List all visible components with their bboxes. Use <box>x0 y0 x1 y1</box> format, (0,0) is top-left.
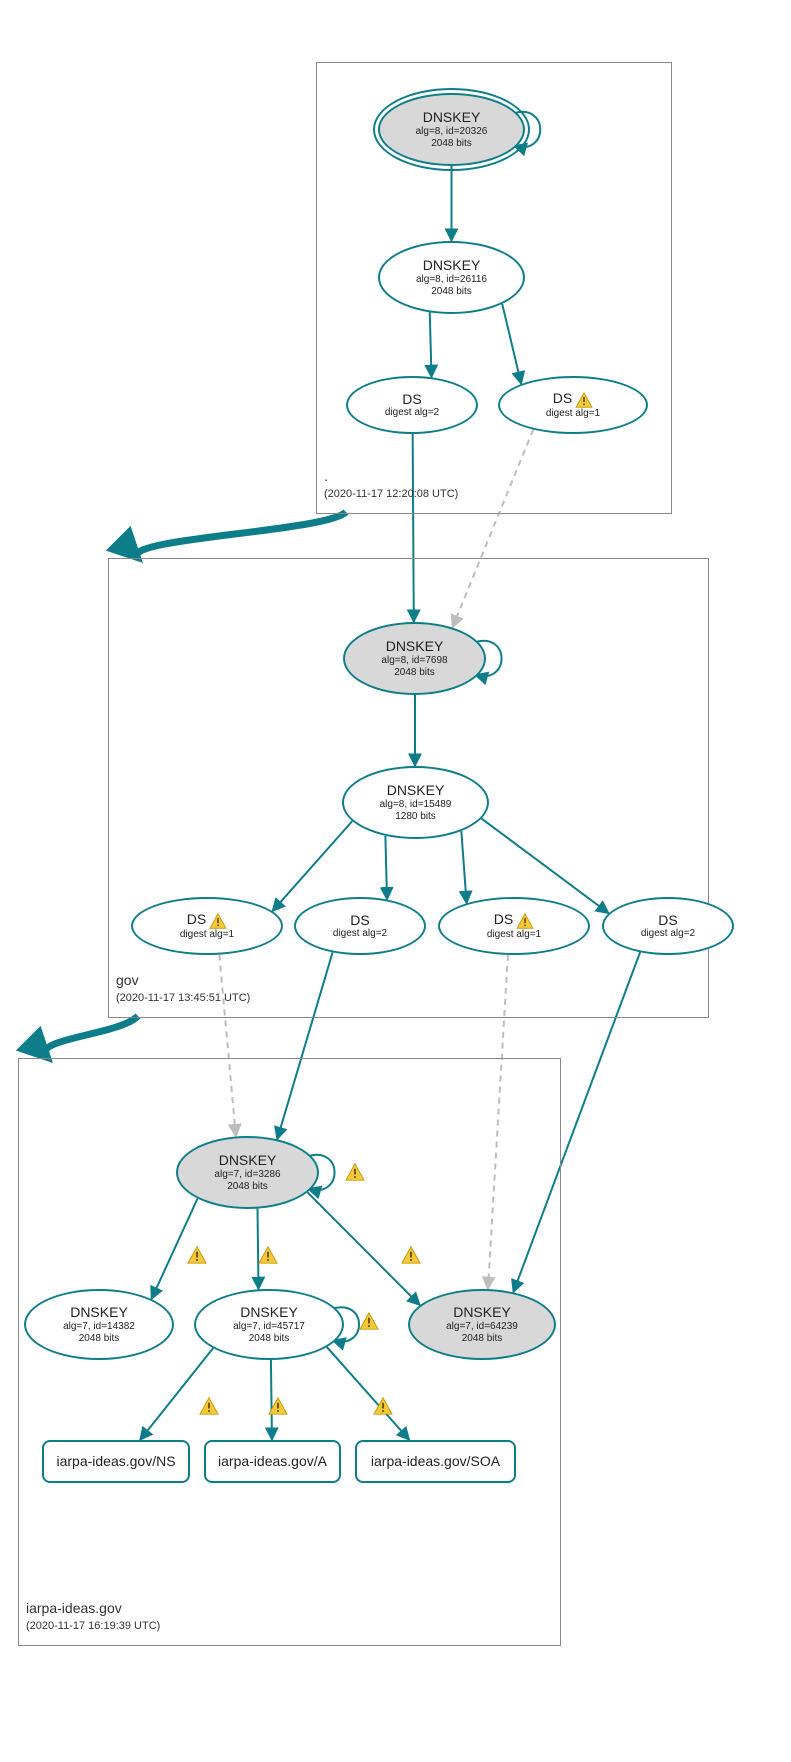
warning-icon <box>209 913 227 929</box>
node-iarpa_dnskey_45717-title: DNSKEY <box>240 1304 298 1321</box>
node-root_dnskey_26116-line3: 2048 bits <box>431 286 472 298</box>
node-gov_dnskey_15489-line2: alg=8, id=15489 <box>380 799 452 811</box>
node-gov_ds_b1-title: DS <box>494 911 534 928</box>
node-iarpa_dnskey_14382-title: DNSKEY <box>70 1304 128 1321</box>
node-root_dnskey_26116: DNSKEYalg=8, id=261162048 bits <box>378 241 525 314</box>
zone-gov-timestamp: (2020-11-17 13:45:51 UTC) <box>116 992 250 1004</box>
node-gov_ds_a1: DS digest alg=1 <box>131 897 283 955</box>
node-root_ds_2-line2: digest alg=2 <box>385 407 439 419</box>
node-gov_ds_b2: DSdigest alg=2 <box>602 897 734 955</box>
node-record_a-title: iarpa-ideas.gov/A <box>218 1453 327 1470</box>
warning-icon <box>516 913 534 929</box>
zone-iarpa-timestamp: (2020-11-17 16:19:39 UTC) <box>26 1620 160 1632</box>
node-iarpa_dnskey_64239-line2: alg=7, id=64239 <box>446 1321 518 1333</box>
zone-gov-label: gov <box>116 972 139 988</box>
node-root_dnskey_26116-title: DNSKEY <box>423 257 481 274</box>
node-root_dnskey_20326-title: DNSKEY <box>423 109 481 126</box>
node-record_soa: iarpa-ideas.gov/SOA <box>355 1440 516 1483</box>
node-iarpa_dnskey_64239: DNSKEYalg=7, id=642392048 bits <box>408 1289 556 1360</box>
warning-icon <box>345 1163 365 1181</box>
node-gov_dnskey_7698-title: DNSKEY <box>386 638 444 655</box>
node-iarpa_dnskey_3286-line3: 2048 bits <box>227 1181 268 1193</box>
node-iarpa_dnskey_3286: DNSKEYalg=7, id=32862048 bits <box>176 1136 319 1209</box>
node-record_ns: iarpa-ideas.gov/NS <box>42 1440 190 1483</box>
node-gov_ds_a1-title: DS <box>187 911 227 928</box>
node-gov_ds_b1: DS digest alg=1 <box>438 897 590 955</box>
node-gov_ds_a1-line2: digest alg=1 <box>180 929 234 941</box>
node-gov_ds_a2-line2: digest alg=2 <box>333 928 387 940</box>
warning-icon <box>401 1246 421 1264</box>
node-iarpa_dnskey_64239-line3: 2048 bits <box>462 1333 503 1345</box>
node-gov_dnskey_15489: DNSKEYalg=8, id=154891280 bits <box>342 766 489 839</box>
warning-icon <box>187 1246 207 1264</box>
node-root_dnskey_20326-line3: 2048 bits <box>431 138 472 150</box>
node-iarpa_dnskey_45717-line3: 2048 bits <box>249 1333 290 1345</box>
zone-arrow-gov-iarpa <box>45 1016 138 1058</box>
node-gov_dnskey_15489-title: DNSKEY <box>387 782 445 799</box>
warning-icon <box>258 1246 278 1264</box>
node-root_ds_2-title: DS <box>402 391 421 408</box>
warning-icon <box>359 1312 379 1330</box>
node-record_ns-title: iarpa-ideas.gov/NS <box>56 1453 175 1470</box>
node-iarpa_dnskey_3286-title: DNSKEY <box>219 1152 277 1169</box>
node-root_ds_1-title: DS <box>553 390 593 407</box>
node-gov_dnskey_7698-line3: 2048 bits <box>394 667 435 679</box>
node-root_ds_2: DSdigest alg=2 <box>346 376 478 434</box>
zone-arrow-root-gov <box>137 512 346 558</box>
node-iarpa_dnskey_3286-line2: alg=7, id=3286 <box>214 1169 280 1181</box>
node-iarpa_dnskey_14382-line3: 2048 bits <box>79 1333 120 1345</box>
zone-iarpa-label: iarpa-ideas.gov <box>26 1600 122 1616</box>
node-root_dnskey_20326-line2: alg=8, id=20326 <box>416 126 488 138</box>
node-iarpa_dnskey_64239-title: DNSKEY <box>453 1304 511 1321</box>
node-record_a: iarpa-ideas.gov/A <box>204 1440 341 1483</box>
node-iarpa_dnskey_14382: DNSKEYalg=7, id=143822048 bits <box>24 1289 174 1360</box>
node-gov_ds_b1-line2: digest alg=1 <box>487 929 541 941</box>
warning-icon <box>575 392 593 408</box>
node-iarpa_dnskey_14382-line2: alg=7, id=14382 <box>63 1321 135 1333</box>
warning-icon <box>199 1397 219 1415</box>
warning-icon <box>373 1397 393 1415</box>
node-gov_dnskey_7698: DNSKEYalg=8, id=76982048 bits <box>343 622 486 695</box>
node-root_ds_1: DS digest alg=1 <box>498 376 648 434</box>
zone-root-label: . <box>324 468 328 484</box>
node-gov_ds_a2-title: DS <box>350 912 369 929</box>
node-gov_dnskey_15489-line3: 1280 bits <box>395 811 436 823</box>
node-root_dnskey_26116-line2: alg=8, id=26116 <box>416 274 487 286</box>
node-gov_dnskey_7698-line2: alg=8, id=7698 <box>381 655 447 667</box>
node-root_dnskey_20326: DNSKEYalg=8, id=203262048 bits <box>378 93 525 166</box>
node-iarpa_dnskey_45717-line2: alg=7, id=45717 <box>233 1321 305 1333</box>
node-gov_ds_b2-title: DS <box>658 912 677 929</box>
zone-root-timestamp: (2020-11-17 12:20:08 UTC) <box>324 488 458 500</box>
node-record_soa-title: iarpa-ideas.gov/SOA <box>371 1453 500 1470</box>
node-iarpa_dnskey_45717: DNSKEYalg=7, id=457172048 bits <box>194 1289 344 1360</box>
warning-icon <box>268 1397 288 1415</box>
node-gov_ds_a2: DSdigest alg=2 <box>294 897 426 955</box>
node-root_ds_1-line2: digest alg=1 <box>546 408 600 420</box>
node-gov_ds_b2-line2: digest alg=2 <box>641 928 695 940</box>
